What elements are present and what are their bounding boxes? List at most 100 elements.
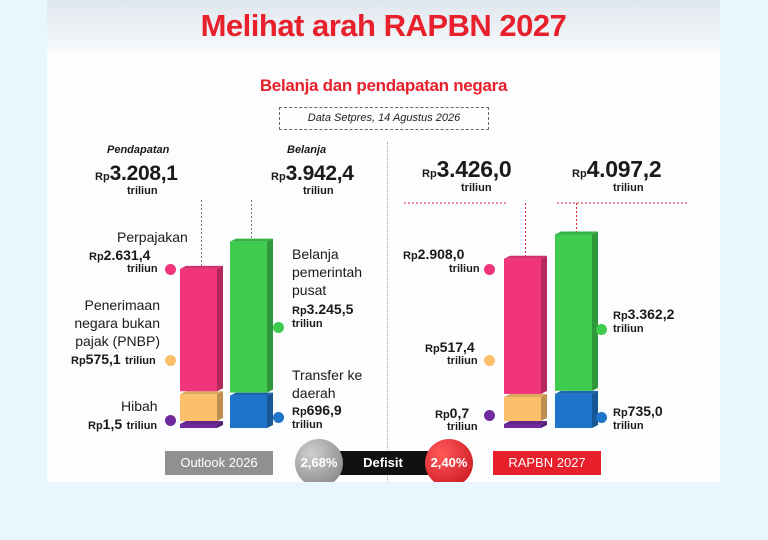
currency-prefix: Rp bbox=[403, 250, 418, 262]
belanja-pusat-label: Belanja pemerintah pusat bbox=[292, 246, 363, 298]
bar-top-transfer-ke-daerah bbox=[230, 392, 273, 396]
outlook-belanja-total: 3.942,4 bbox=[285, 162, 354, 185]
outlook-badge: Outlook 2026 bbox=[165, 451, 273, 475]
rapbn-perpajakan-value: 2.908,0 bbox=[417, 246, 465, 262]
outlook-transfer-value: 696,9 bbox=[306, 402, 342, 418]
unit-label: triliun bbox=[125, 355, 156, 367]
bar-side-transfer-ke-daerah bbox=[592, 390, 598, 428]
perpajakan-label: Perpajakan bbox=[117, 229, 188, 245]
unit-label: triliun bbox=[449, 263, 480, 275]
currency-prefix: Rp bbox=[572, 168, 587, 180]
divider bbox=[387, 142, 388, 482]
rapbn-pnbp-value: 517,4 bbox=[439, 339, 475, 355]
currency-prefix: Rp bbox=[95, 171, 110, 183]
transfer-dot bbox=[273, 412, 284, 423]
currency-prefix: Rp bbox=[435, 409, 450, 421]
infographic-card: Melihat arah RAPBN 2027 Belanja dan pend… bbox=[47, 0, 720, 482]
pendapatan-label: Pendapatan bbox=[107, 144, 170, 156]
bar-side-perpajakan bbox=[541, 255, 547, 394]
currency-prefix: Rp bbox=[613, 407, 628, 419]
bar-side-perpajakan bbox=[217, 265, 223, 392]
outlook-pnbp-value: 575,1 bbox=[85, 351, 121, 367]
currency-prefix: Rp bbox=[422, 168, 437, 180]
bar-top-transfer-ke-daerah bbox=[555, 390, 598, 394]
rapbn-belanja-pusat-value: 3.362,2 bbox=[627, 306, 675, 322]
page-title: Melihat arah RAPBN 2027 bbox=[200, 8, 567, 43]
currency-prefix: Rp bbox=[613, 310, 628, 322]
unit-label: triliun bbox=[127, 185, 158, 197]
unit-label: triliun bbox=[613, 182, 644, 194]
unit-label: triliun bbox=[613, 323, 644, 335]
unit-label: triliun bbox=[447, 355, 478, 367]
unit-label: triliun bbox=[292, 419, 323, 431]
bar-top-perpajakan bbox=[504, 255, 547, 259]
bar-side-penerimaan-negara-bukan-pajak-pnbp bbox=[217, 391, 223, 421]
bar-side-belanja-pemerintah-pusat bbox=[592, 231, 598, 391]
bar-top-penerimaan-negara-bukan-pajak-pnbp bbox=[504, 393, 547, 397]
bar-side-hibah bbox=[541, 421, 547, 428]
bar-top-hibah bbox=[180, 421, 223, 424]
outlook-belanja-pusat-value: 3.245,5 bbox=[306, 301, 354, 317]
bar-transfer-ke-daerah bbox=[230, 395, 267, 428]
currency-prefix: Rp bbox=[88, 420, 103, 432]
hibah-dot bbox=[484, 410, 495, 421]
belanja-pusat-dot bbox=[273, 322, 284, 333]
transfer-label: Transfer ke daerah bbox=[292, 367, 363, 401]
pnbp-label: Penerimaan negara bukan pajak (PNBP) bbox=[74, 297, 160, 349]
rapbn-belanja-total: 4.097,2 bbox=[586, 156, 662, 182]
currency-prefix: Rp bbox=[425, 343, 440, 355]
bar-belanja-pemerintah-pusat bbox=[555, 234, 592, 391]
bar-perpajakan bbox=[180, 268, 217, 392]
bar-top-hibah bbox=[504, 421, 547, 424]
pnbp-dot bbox=[484, 355, 495, 366]
rapbn-defisit-badge: 2,40% bbox=[425, 439, 473, 482]
bar-perpajakan bbox=[504, 258, 541, 394]
unit-label: triliun bbox=[461, 182, 492, 194]
currency-prefix: Rp bbox=[89, 251, 104, 263]
bar-top-belanja-pemerintah-pusat bbox=[555, 231, 598, 235]
bar-side-transfer-ke-daerah bbox=[267, 392, 273, 428]
hibah-dot bbox=[165, 415, 176, 426]
outlook-pendapatan-total: 3.208,1 bbox=[109, 162, 178, 185]
currency-prefix: Rp bbox=[71, 355, 86, 367]
currency-prefix: Rp bbox=[271, 171, 286, 183]
unit-label: triliun bbox=[292, 318, 323, 330]
rapbn-hibah-value: 0,7 bbox=[449, 405, 470, 421]
bar-side-belanja-pemerintah-pusat bbox=[267, 238, 273, 393]
source-note: Data Setpres, 14 Agustus 2026 bbox=[279, 107, 489, 130]
bar-hibah bbox=[504, 424, 541, 428]
belanja-pusat-dot bbox=[596, 324, 607, 335]
rapbn-badge: RAPBN 2027 bbox=[493, 451, 601, 475]
currency-prefix: Rp bbox=[292, 406, 307, 418]
bar-top-belanja-pemerintah-pusat bbox=[230, 238, 273, 242]
unit-label: triliun bbox=[127, 263, 158, 275]
rapbn-pendapatan-total: 3.426,0 bbox=[436, 156, 512, 182]
transfer-dot bbox=[596, 412, 607, 423]
unit-label: triliun bbox=[613, 420, 644, 432]
bar-penerimaan-negara-bukan-pajak-pnbp bbox=[504, 396, 541, 421]
rapbn-transfer-value: 735,0 bbox=[627, 403, 663, 419]
header-band bbox=[47, 0, 720, 52]
outlook-perpajakan-value: 2.631,4 bbox=[103, 247, 151, 263]
bar-transfer-ke-daerah bbox=[555, 393, 592, 428]
outlook-defisit-badge: 2,68% bbox=[295, 439, 343, 482]
hibah-label: Hibah bbox=[121, 398, 158, 414]
unit-label: triliun bbox=[126, 420, 158, 432]
bar-side-penerimaan-negara-bukan-pajak-pnbp bbox=[541, 393, 547, 421]
pnbp-dot bbox=[165, 355, 176, 366]
bar-belanja-pemerintah-pusat bbox=[230, 241, 267, 393]
bar-hibah bbox=[180, 424, 217, 428]
belanja-label: Belanja bbox=[287, 144, 327, 156]
budget-chart bbox=[180, 200, 687, 428]
unit-label: triliun bbox=[303, 185, 334, 197]
chart-subtitle: Belanja dan pendapatan negara bbox=[259, 76, 508, 95]
bar-top-perpajakan bbox=[180, 265, 223, 269]
perpajakan-dot bbox=[484, 264, 495, 275]
perpajakan-dot bbox=[165, 264, 176, 275]
unit-label: triliun bbox=[447, 421, 478, 433]
outlook-hibah-value: 1,5 bbox=[102, 416, 123, 432]
bar-penerimaan-negara-bukan-pajak-pnbp bbox=[180, 394, 217, 421]
currency-prefix: Rp bbox=[292, 305, 307, 317]
bar-top-penerimaan-negara-bukan-pajak-pnbp bbox=[180, 391, 223, 395]
bar-side-hibah bbox=[217, 421, 223, 428]
